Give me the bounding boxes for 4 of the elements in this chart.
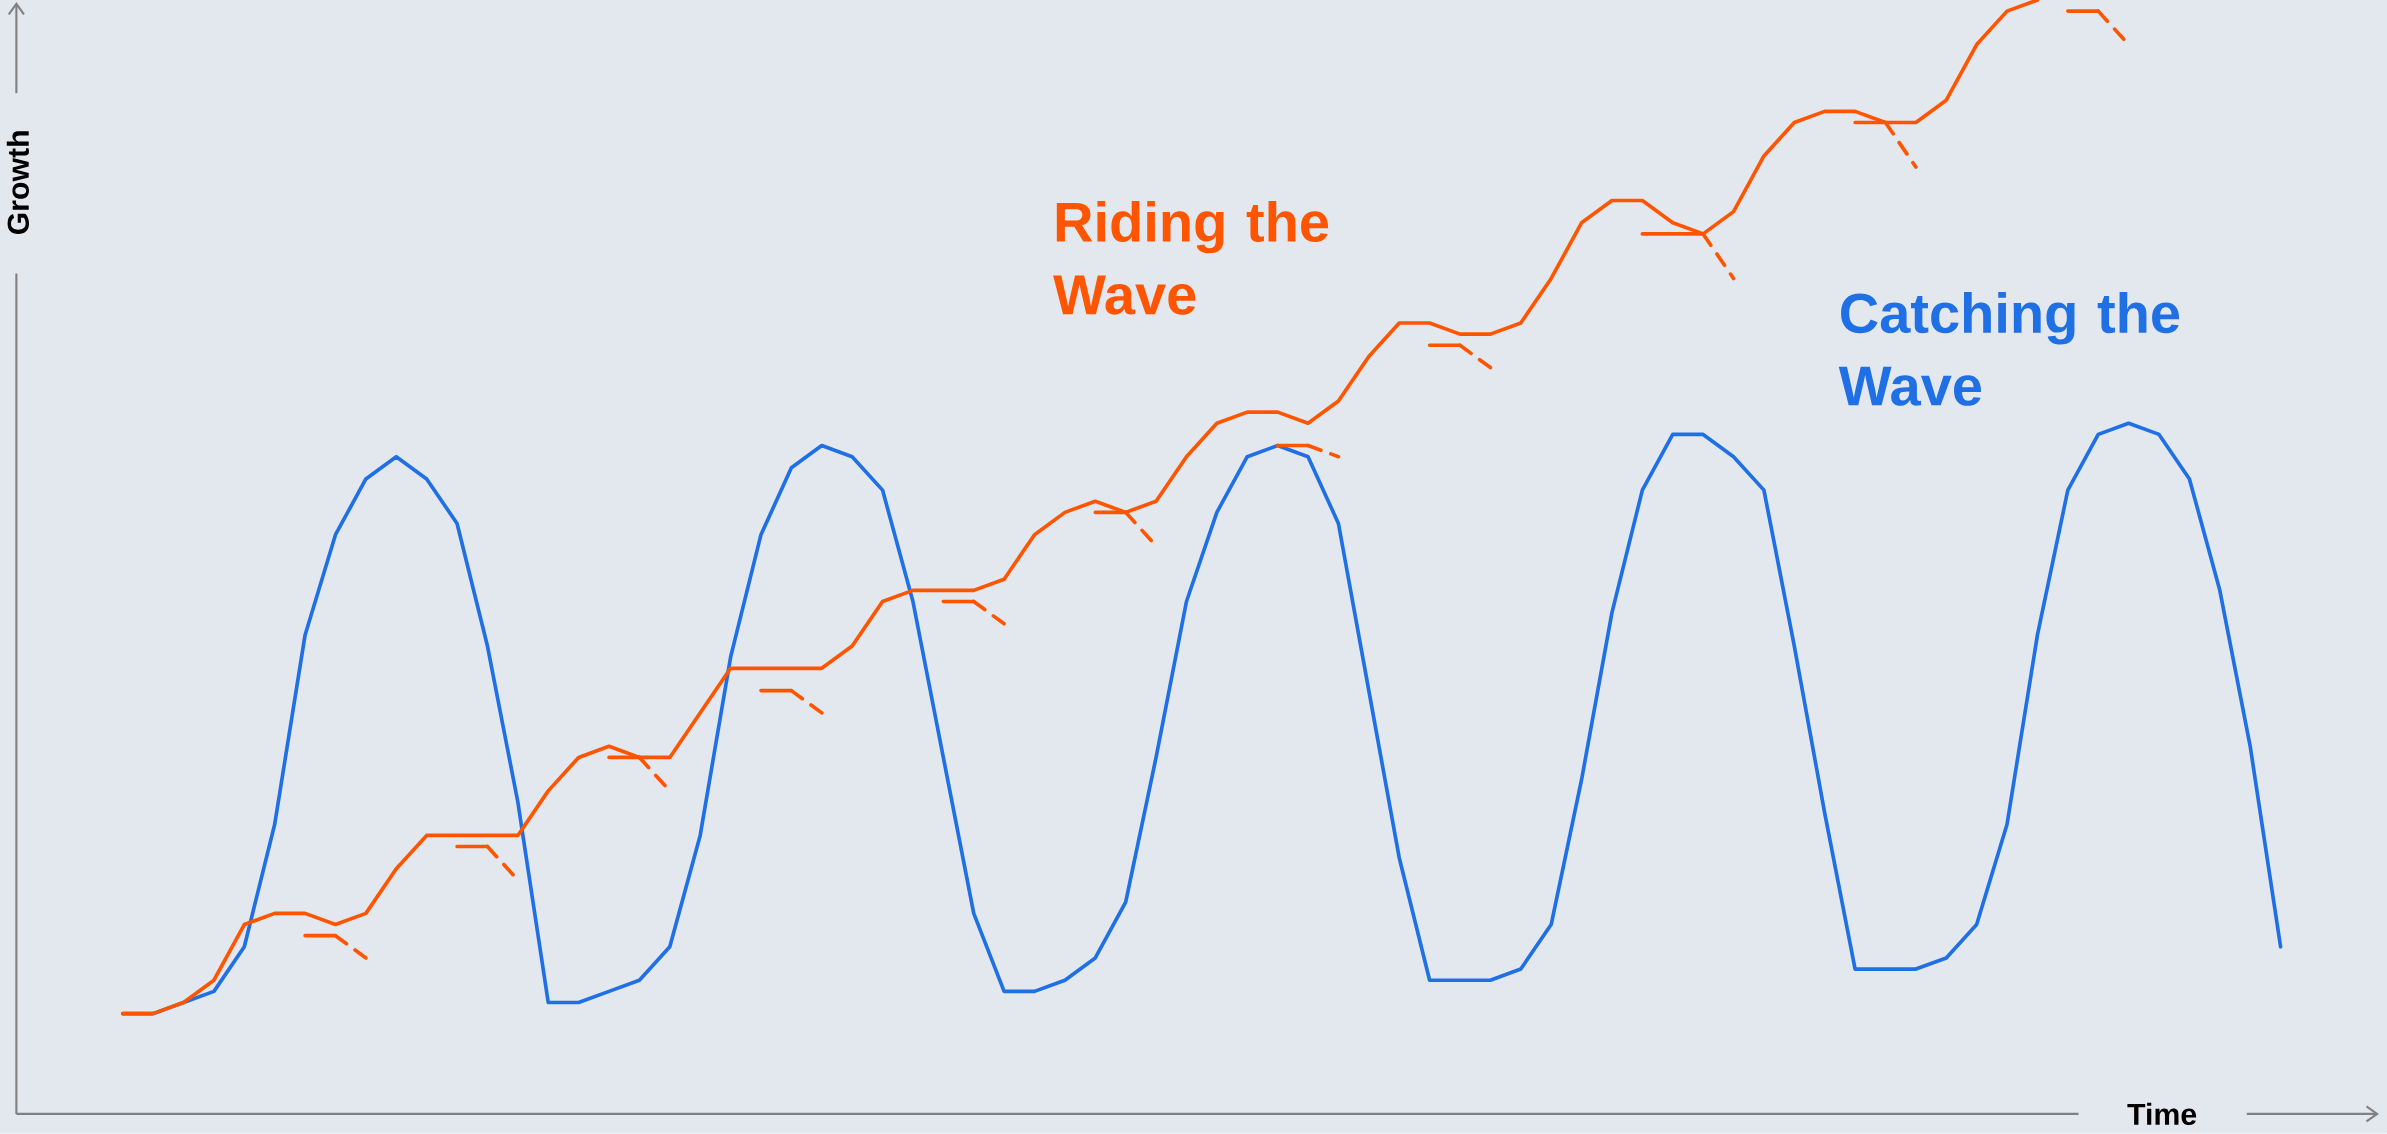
series-label: Riding the Wave — [1053, 201, 1329, 315]
series-label: Catching the Wave — [1838, 292, 2180, 407]
y-axis-title: Growth — [6, 131, 29, 235]
x-axis-title: Time — [2127, 1102, 2197, 1126]
